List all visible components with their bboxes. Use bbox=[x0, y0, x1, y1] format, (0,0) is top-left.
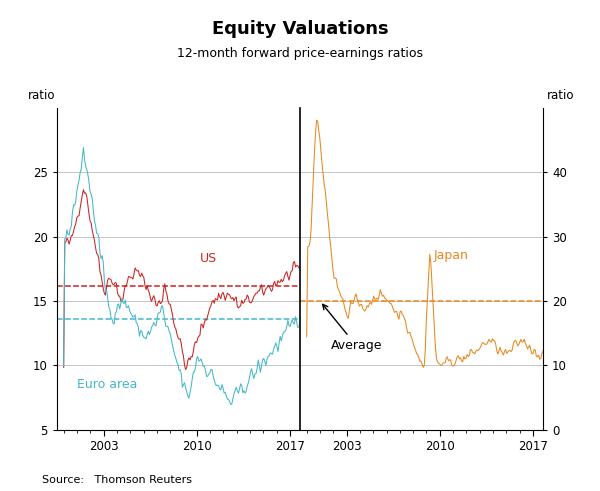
Text: ratio: ratio bbox=[547, 88, 575, 102]
Text: Equity Valuations: Equity Valuations bbox=[212, 20, 388, 38]
Text: Euro area: Euro area bbox=[77, 379, 137, 391]
Text: Japan: Japan bbox=[433, 249, 468, 262]
Text: US: US bbox=[199, 252, 217, 266]
Text: 12-month forward price-earnings ratios: 12-month forward price-earnings ratios bbox=[177, 47, 423, 59]
Text: Average: Average bbox=[323, 304, 382, 352]
Text: ratio: ratio bbox=[28, 88, 55, 102]
Text: Source:   Thomson Reuters: Source: Thomson Reuters bbox=[42, 475, 192, 485]
